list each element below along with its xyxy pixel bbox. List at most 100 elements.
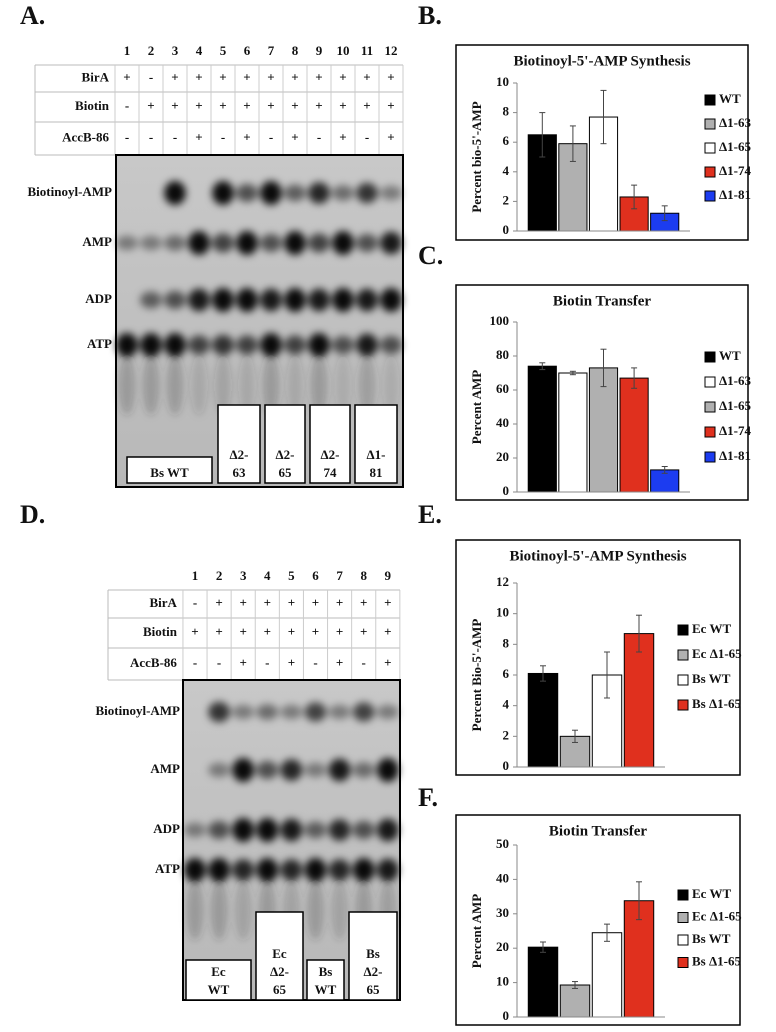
legend-swatch (677, 674, 689, 686)
lane-box (185, 959, 252, 1001)
legend-swatch (677, 649, 689, 661)
gel-band (140, 333, 162, 357)
lane-number: 12 (385, 43, 398, 58)
y-tick-label: 6 (503, 133, 510, 148)
legend-swatch (677, 889, 689, 901)
y-tick-label: 2 (503, 192, 510, 207)
gel-band (232, 758, 255, 782)
y-tick-label: 0 (503, 222, 510, 237)
legend-swatch (704, 376, 716, 388)
legend-label: Δ1-63 (719, 373, 751, 388)
lane-number: 2 (216, 568, 223, 583)
lane-number: 4 (196, 43, 203, 58)
lane-box-label: WT (208, 982, 230, 997)
panel-label: F. (418, 783, 438, 812)
row-mark: + (291, 69, 298, 84)
lane-box-label: Δ2- (276, 447, 295, 462)
y-tick-label: 8 (503, 104, 510, 119)
bar (591, 932, 623, 1018)
gel-band (332, 185, 354, 201)
legend-swatch (704, 190, 716, 202)
y-tick-label: 20 (496, 449, 509, 464)
gel-band (164, 333, 186, 357)
row-mark: - (173, 129, 177, 144)
y-tick-label: 10 (496, 605, 509, 620)
gel-band (212, 181, 234, 205)
gel-band (308, 288, 330, 312)
legend-label: Δ1-65 (719, 139, 751, 154)
panel-label: E. (418, 500, 442, 529)
legend-label: Ec WT (692, 621, 731, 636)
gel-smear (310, 355, 328, 415)
row-mark: - (265, 655, 269, 670)
row-mark: + (191, 624, 198, 639)
bar (527, 672, 559, 768)
band-label: AMP (82, 234, 112, 249)
lane-box-label: Δ2- (364, 964, 383, 979)
gel-band (116, 333, 138, 357)
gel-band (164, 291, 186, 309)
row-mark: + (195, 98, 202, 113)
row-mark: - (217, 655, 221, 670)
lane-box-label: 65 (273, 982, 287, 997)
band-label: ADP (85, 291, 112, 306)
lane-box (348, 911, 398, 1001)
gel-band (208, 858, 230, 882)
y-tick-label: 0 (503, 483, 510, 498)
legend-swatch (677, 912, 689, 923)
gel-band (380, 231, 402, 255)
lane-number: 8 (360, 568, 367, 583)
row-mark: - (365, 129, 369, 144)
row-mark: + (339, 129, 346, 144)
y-axis-label: Percent AMP (469, 894, 484, 969)
gel-band (328, 758, 351, 782)
legend-swatch (704, 142, 716, 154)
row-mark: + (315, 98, 322, 113)
gel-band (304, 702, 327, 722)
row-mark: + (315, 69, 322, 84)
gel-smear (210, 880, 228, 940)
y-tick-label: 100 (490, 313, 510, 328)
chart-title: Biotinoyl-5'-AMP Synthesis (509, 548, 686, 564)
row-label: Biotin (75, 98, 110, 113)
gel-band (140, 291, 162, 309)
gel-band (260, 288, 282, 312)
panel-label: C. (418, 241, 443, 270)
y-tick-label: 0 (503, 1008, 510, 1023)
lane-box-label: 81 (370, 465, 383, 480)
row-mark: + (288, 624, 295, 639)
gel-smear (166, 355, 184, 415)
lane-box-label: 63 (233, 465, 247, 480)
gel-band (188, 288, 210, 312)
chart-title: Biotin Transfer (549, 823, 648, 839)
gel-band (256, 761, 279, 779)
legend-swatch (704, 94, 716, 106)
gel-band (332, 231, 354, 255)
row-mark: + (291, 129, 298, 144)
row-mark: - (125, 129, 129, 144)
row-mark: + (360, 595, 367, 610)
legend-label: WT (719, 348, 741, 363)
lane-box-label: Bs WT (150, 465, 189, 480)
row-mark: + (384, 595, 391, 610)
bar (588, 367, 619, 493)
lane-number: 5 (220, 43, 227, 58)
row-mark: - (193, 595, 197, 610)
gel-band (380, 185, 402, 201)
gel-band (280, 818, 303, 842)
lane-number: 11 (361, 43, 373, 58)
lane-box-label: Ec (211, 964, 226, 979)
row-mark: + (171, 69, 178, 84)
gel-band (140, 235, 162, 251)
gel-band (256, 818, 279, 842)
row-mark: + (243, 98, 250, 113)
legend-swatch (704, 166, 716, 178)
lane-number: 1 (192, 568, 199, 583)
lane-number: 10 (337, 43, 350, 58)
gel-band (308, 233, 330, 253)
row-mark: + (243, 129, 250, 144)
legend-label: Bs WT (692, 671, 731, 686)
gel-band (376, 758, 399, 782)
lane-number: 5 (288, 568, 295, 583)
